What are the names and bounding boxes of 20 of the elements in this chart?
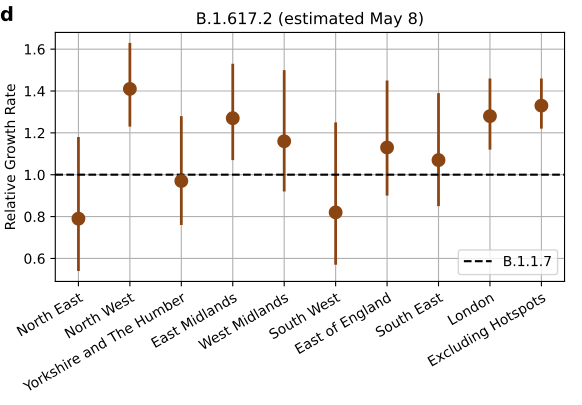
y-tick-label: 1.6	[25, 44, 45, 55]
point	[226, 111, 240, 126]
point	[328, 206, 343, 220]
point	[174, 174, 188, 188]
point	[72, 212, 86, 226]
point	[432, 153, 446, 167]
point	[534, 98, 548, 113]
y-axis-title: Relative Growth Rate	[4, 84, 16, 230]
y-tick-label: 1.0	[25, 170, 45, 180]
chart-title: B.1.617.2 (estimated May 8)	[197, 12, 423, 28]
y-tick-label: 1.2	[25, 128, 44, 138]
y-tick-label: 0.8	[24, 212, 45, 222]
point	[122, 82, 137, 96]
y-tick-label: 1.4	[25, 86, 45, 96]
point	[483, 109, 497, 124]
point	[380, 140, 394, 154]
text: d	[0, 6, 12, 22]
legend-label: B.1.1.7	[504, 256, 551, 266]
point	[277, 134, 292, 148]
y-tick-label: 0.6	[24, 253, 45, 264]
